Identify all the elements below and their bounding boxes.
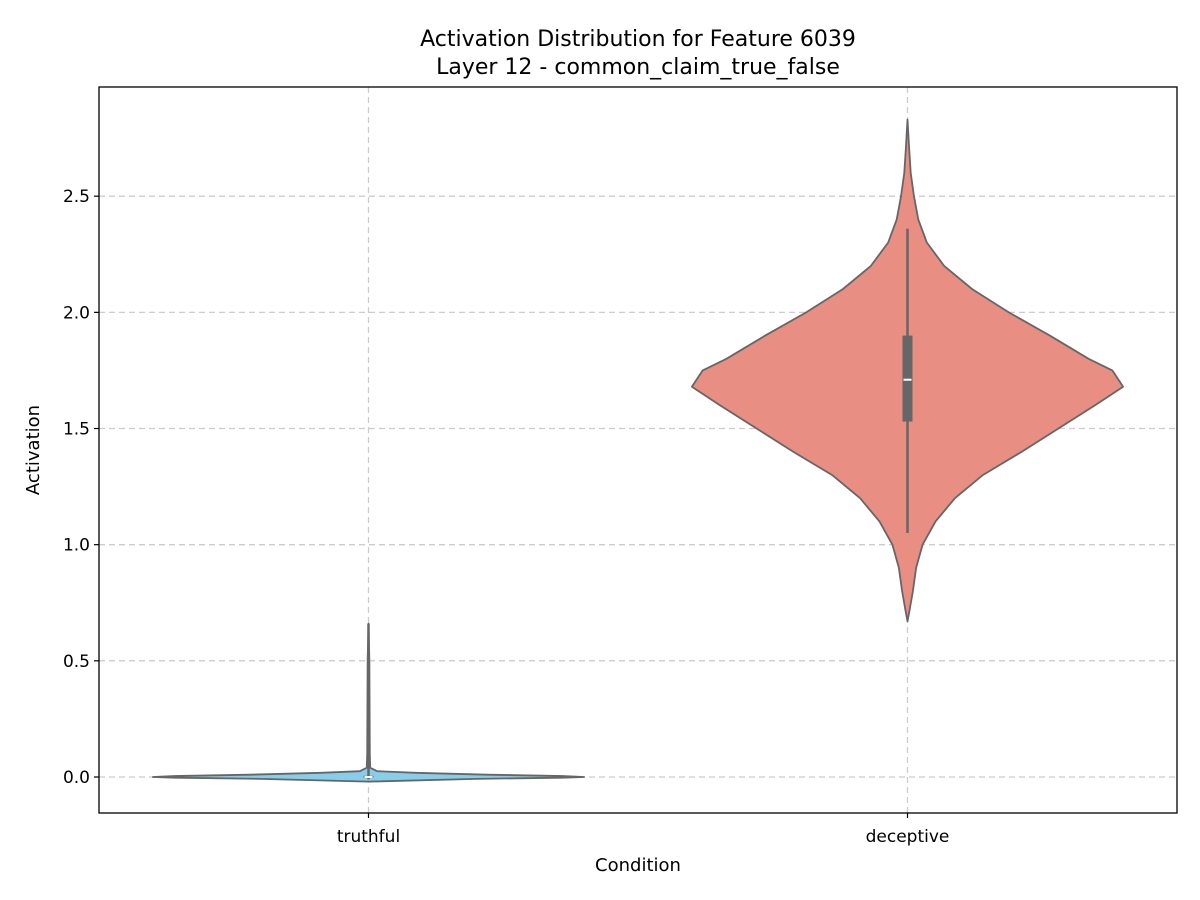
violins bbox=[152, 118, 1124, 783]
y-tick-label: 0.5 bbox=[63, 652, 90, 672]
x-axis-ticks: truthful deceptive bbox=[337, 813, 950, 847]
y-tick-label: 2.0 bbox=[63, 303, 90, 323]
y-tick-label: 1.5 bbox=[63, 420, 90, 440]
chart-subtitle: Layer 12 - common_claim_true_false bbox=[436, 55, 840, 80]
y-tick-label: 0.0 bbox=[63, 768, 90, 788]
plot-area-frame bbox=[98, 86, 1178, 814]
x-axis-label: Condition bbox=[595, 855, 681, 876]
y-axis-label: Activation bbox=[23, 405, 44, 495]
y-tick-label: 1.0 bbox=[63, 536, 90, 556]
violin-box-deceptive bbox=[902, 335, 913, 422]
y-axis-ticks: 0.0 0.5 1.0 1.5 2.0 2.5 bbox=[63, 187, 99, 788]
x-tick-label: truthful bbox=[337, 827, 400, 847]
y-tick-label: 2.5 bbox=[63, 187, 90, 207]
chart-title: Activation Distribution for Feature 6039 bbox=[420, 27, 856, 52]
x-tick-label: deceptive bbox=[866, 827, 950, 847]
